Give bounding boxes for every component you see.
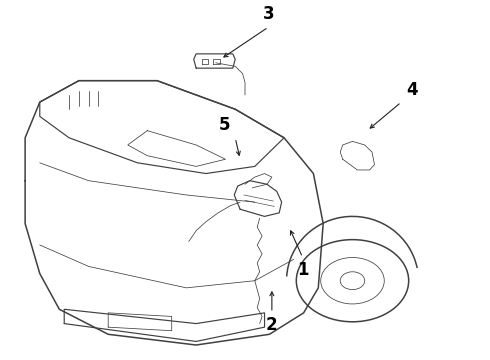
Text: 3: 3 <box>263 5 274 23</box>
Text: 4: 4 <box>406 81 418 99</box>
Text: 5: 5 <box>219 116 230 134</box>
Text: 2: 2 <box>266 316 278 334</box>
Text: 1: 1 <box>297 261 308 279</box>
